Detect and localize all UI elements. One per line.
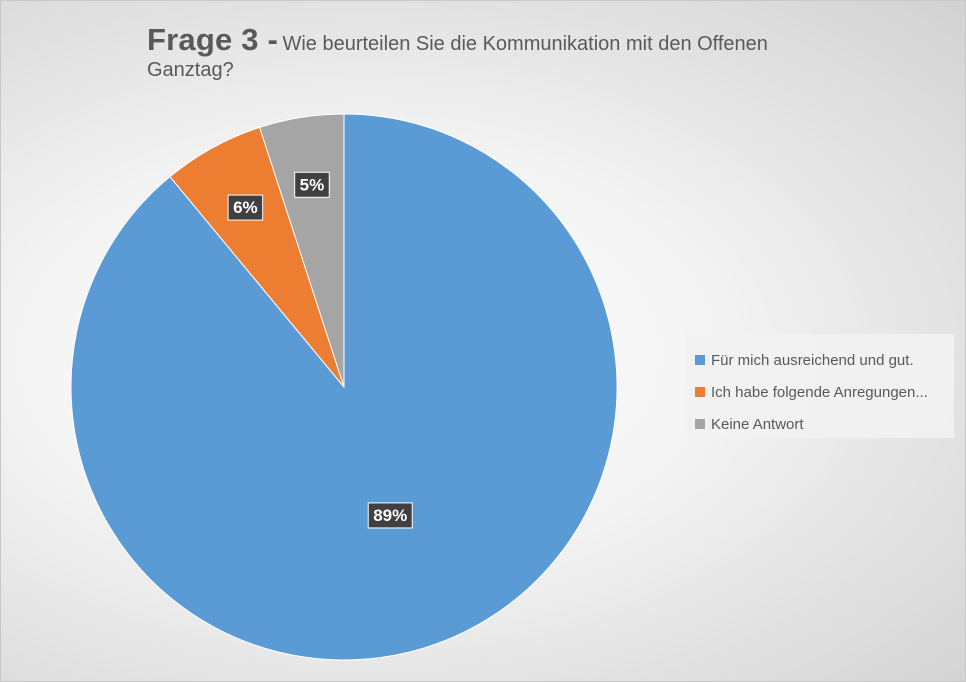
data-label-background <box>294 171 330 198</box>
legend-swatch <box>695 355 705 365</box>
data-label-1: 89% <box>367 502 413 529</box>
data-label-text: 89% <box>373 506 407 525</box>
chart-subtitle: Wie beurteilen Sie die Kommunikation mit… <box>147 33 768 82</box>
legend-label: Für mich ausreichend und gut. <box>711 351 914 369</box>
legend-item: Für mich ausreichend und gut. <box>695 344 954 376</box>
data-label-3: 5% <box>294 171 330 198</box>
chart-title: Frage 3 - Wie beurteilen Sie die Kommuni… <box>147 21 847 82</box>
legend-swatch <box>695 419 705 429</box>
legend-item: Ich habe folgende Anregungen... <box>695 376 954 408</box>
legend-swatch <box>695 387 705 397</box>
legend: Für mich ausreichend und gut. Ich habe fo… <box>685 334 954 438</box>
legend-label: Ich habe folgende Anregungen... <box>711 383 928 401</box>
data-label-2: 6% <box>227 194 264 221</box>
data-label-text: 6% <box>233 198 258 217</box>
data-label-background <box>367 502 413 529</box>
legend-item: Keine Antwort <box>695 408 954 440</box>
chart-title-main: Frage 3 - <box>147 22 279 57</box>
data-label-background <box>227 194 264 221</box>
legend-label: Keine Antwort <box>711 415 804 433</box>
data-label-text: 5% <box>300 175 325 194</box>
